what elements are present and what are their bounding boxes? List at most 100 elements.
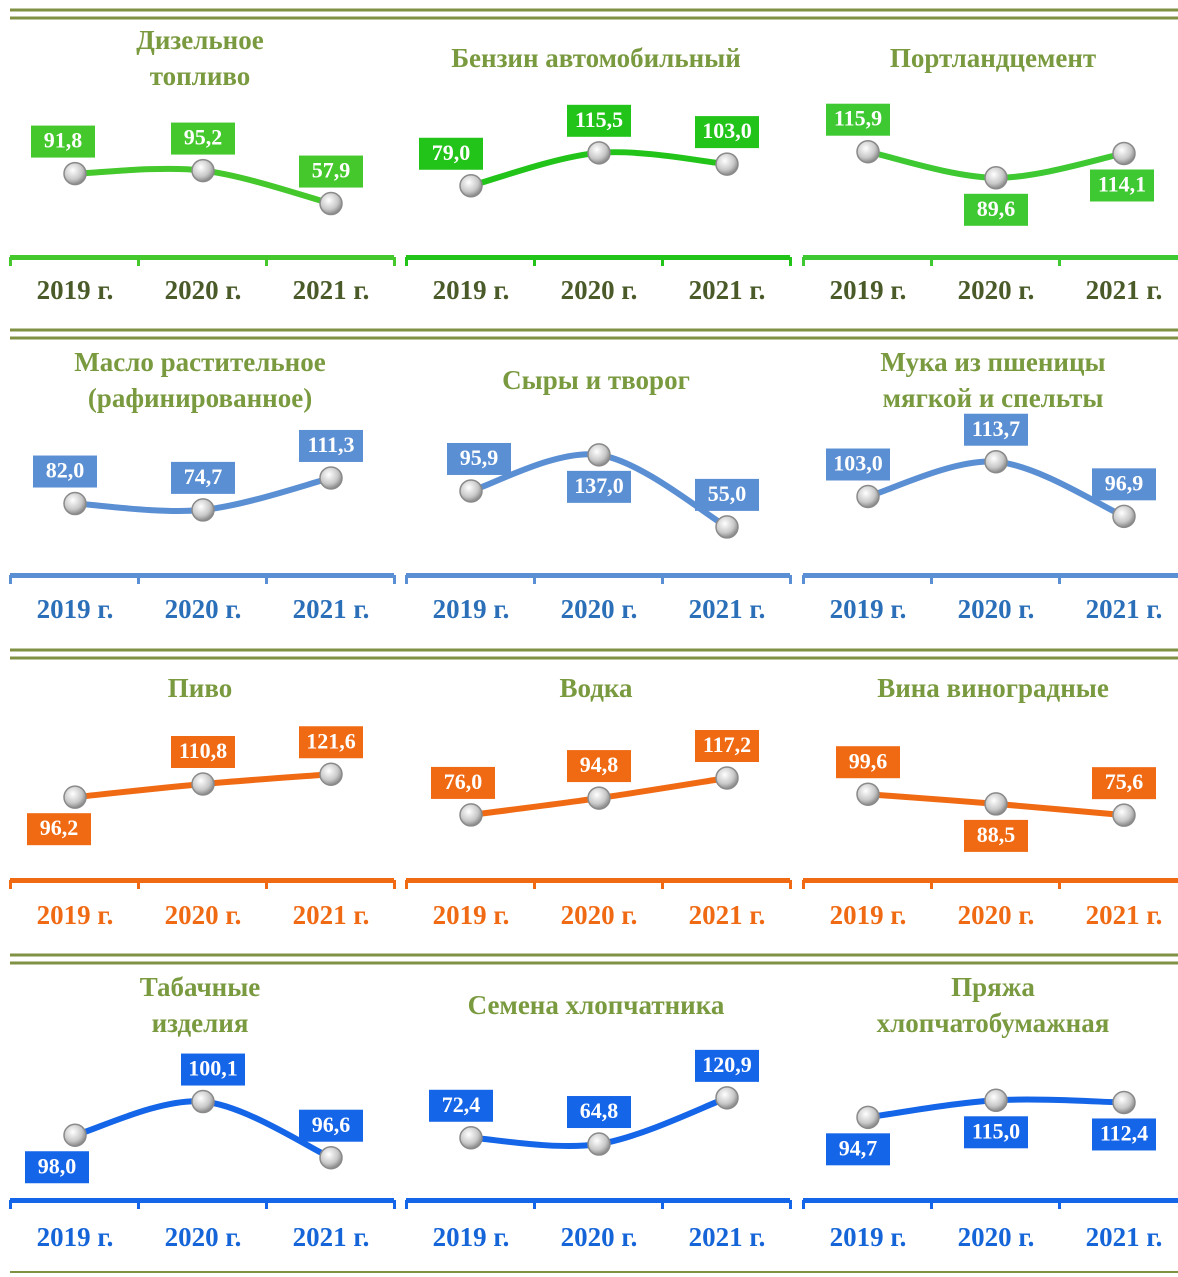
x-axis-tick — [405, 880, 408, 889]
x-axis-bar — [406, 255, 790, 260]
x-axis-tick — [393, 257, 396, 266]
x-tick-label: 2021 г. — [293, 275, 370, 305]
x-axis-tick — [661, 257, 664, 266]
x-tick-label: 2020 г. — [165, 275, 242, 305]
x-axis-tick — [661, 1200, 664, 1209]
value-label: 99,6 — [849, 748, 888, 773]
value-label: 94,7 — [839, 1135, 878, 1160]
value-label-box — [695, 478, 759, 511]
x-tick-label: 2019 г. — [433, 1222, 510, 1252]
x-axis-tick — [137, 1200, 140, 1209]
x-tick-label: 2019 г. — [830, 275, 907, 305]
x-axis-tick — [661, 575, 664, 584]
x-tick-label: 2021 г. — [1086, 275, 1163, 305]
marker — [1112, 504, 1136, 529]
x-tick-label: 2020 г. — [561, 594, 638, 624]
marker — [319, 762, 343, 786]
x-axis-tick — [802, 880, 805, 889]
x-axis-tick — [405, 257, 408, 266]
x-axis-tick — [533, 575, 536, 584]
marker — [856, 139, 880, 164]
x-tick-label: 2019 г. — [830, 1222, 907, 1252]
x-tick-label: 2019 г. — [37, 594, 114, 624]
x-axis-bar — [406, 1198, 790, 1203]
value-label: 112,4 — [1100, 1121, 1148, 1146]
marker — [459, 479, 483, 503]
x-tick-label: 2021 г. — [1086, 594, 1163, 624]
x-axis-tick — [661, 880, 664, 889]
value-label: 72,4 — [442, 1092, 481, 1117]
value-label-box — [431, 766, 495, 799]
x-axis-tick — [393, 575, 396, 584]
x-axis-tick — [265, 257, 268, 266]
value-label-box — [567, 104, 631, 137]
value-label: 115,0 — [972, 1118, 1020, 1143]
marker — [63, 1123, 87, 1147]
x-axis-bar — [10, 878, 394, 883]
x-axis-tick — [533, 257, 536, 266]
marker — [984, 449, 1008, 474]
x-tick-label: 2021 г. — [1086, 1222, 1163, 1252]
marker — [191, 158, 215, 183]
value-label-box — [171, 122, 235, 155]
value-label: 95,9 — [460, 445, 499, 470]
x-axis-tick — [9, 575, 12, 584]
x-tick-label: 2019 г. — [433, 594, 510, 624]
value-label-box — [1090, 169, 1154, 202]
x-tick-label: 2021 г. — [293, 594, 370, 624]
marker — [715, 152, 739, 176]
x-tick-label: 2020 г. — [958, 900, 1035, 930]
chart-title: Сыры и творог — [502, 365, 690, 395]
chart-title: Дизельное топливо — [136, 25, 264, 91]
x-tick-label: 2020 г. — [561, 900, 638, 930]
marker — [1112, 1090, 1136, 1115]
chart-title: Семена хлопчатника — [467, 990, 725, 1020]
x-axis-tick — [1058, 575, 1061, 584]
value-label-box — [171, 461, 235, 494]
value-label-box — [695, 729, 759, 762]
x-tick-label: 2020 г. — [958, 275, 1035, 305]
x-axis-tick — [930, 880, 933, 889]
value-label-box — [447, 442, 511, 475]
value-label-box — [1092, 767, 1156, 800]
marker — [1112, 803, 1136, 827]
x-tick-label: 2021 г. — [293, 900, 370, 930]
marker — [63, 785, 87, 809]
x-axis-tick — [405, 1200, 408, 1209]
value-label: 88,5 — [977, 822, 1016, 847]
x-axis-bar — [803, 255, 1178, 260]
chart-title: Табачные изделия — [139, 972, 261, 1038]
chart-title: Вина виноградные — [877, 673, 1109, 703]
value-label-box — [964, 413, 1028, 446]
x-axis-tick — [802, 575, 805, 584]
x-tick-label: 2020 г. — [165, 594, 242, 624]
value-label-box — [31, 125, 95, 158]
value-label: 89,6 — [977, 196, 1016, 221]
x-axis-tick — [393, 880, 396, 889]
marker — [191, 498, 215, 522]
value-label-box — [171, 736, 235, 768]
marker — [715, 1086, 739, 1110]
marker — [587, 141, 611, 165]
value-label-box — [567, 1096, 631, 1129]
x-tick-label: 2019 г. — [433, 275, 510, 305]
value-label: 82,0 — [46, 458, 85, 483]
value-label-box — [299, 429, 363, 462]
x-tick-label: 2021 г. — [293, 1222, 370, 1252]
value-label: 75,6 — [1105, 769, 1144, 794]
x-tick-label: 2021 г. — [689, 594, 766, 624]
marker — [587, 1132, 611, 1156]
x-tick-label: 2020 г. — [561, 275, 638, 305]
x-axis-tick — [1058, 257, 1061, 266]
value-label-box — [181, 1053, 245, 1086]
x-tick-label: 2019 г. — [37, 1222, 114, 1252]
x-axis-tick — [533, 880, 536, 889]
marker — [587, 786, 611, 810]
value-label: 103,0 — [833, 451, 883, 476]
value-label: 103,0 — [702, 118, 752, 143]
value-label-box — [25, 1151, 89, 1184]
marker — [715, 515, 739, 539]
x-axis-tick — [789, 1200, 792, 1209]
marker — [984, 1088, 1008, 1113]
value-label: 115,5 — [575, 107, 623, 132]
